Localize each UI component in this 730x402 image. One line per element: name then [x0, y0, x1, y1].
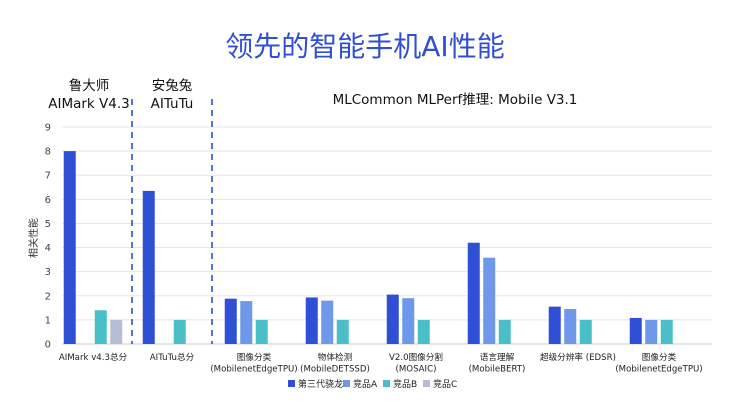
category-label: (MobilenetEdgeTPU)	[615, 365, 702, 375]
bar-1-5	[386, 294, 399, 344]
category-label: 图像分类	[237, 351, 272, 363]
group-header: 鲁大师	[69, 78, 110, 94]
category-label: 语言理解	[480, 351, 515, 363]
bar-3-4	[336, 319, 349, 344]
y-tick-label: 1	[45, 315, 51, 326]
y-tick-label: 7	[45, 171, 51, 182]
group-header: AITuTu	[151, 96, 194, 112]
category-labels: AIMark v4.3总分 AITuTu总分 图像分类 (MobilenetEdgeT…	[59, 351, 703, 375]
y-tick-label: 5	[45, 219, 51, 230]
bar-2-7	[564, 309, 577, 344]
bar-4-1	[110, 319, 123, 344]
bars	[63, 151, 673, 344]
group-dividers	[131, 99, 213, 344]
legend-swatch	[288, 380, 295, 387]
legend: 第三代骁龙8 竞品A 竞品B 竞品C	[288, 378, 457, 390]
bar-2-8	[645, 319, 658, 344]
bar-3-8	[660, 319, 673, 344]
bar-1-8	[629, 317, 642, 344]
legend-label: 第三代骁龙8	[298, 378, 349, 390]
legend-swatch	[423, 380, 430, 387]
category-label: (MobileBERT)	[469, 365, 526, 375]
gridlines	[62, 126, 712, 345]
y-tick-labels: 0 1 2 3 4 5 6 7 8 9	[45, 123, 51, 351]
y-tick-label: 3	[45, 267, 51, 278]
group-headers: 鲁大师 AIMark V4.3 安兔兔 AITuTu MLCommon MLPerf推理…	[48, 78, 577, 112]
legend-label: 竞品A	[353, 378, 378, 390]
y-tick-label: 6	[45, 195, 51, 206]
bar-3-5	[417, 319, 430, 344]
bar-2-6	[483, 257, 496, 344]
category-label: AITuTu总分	[150, 351, 195, 363]
bar-1-4	[305, 297, 318, 344]
chart-title: 领先的智能手机AI性能	[225, 30, 504, 63]
bar-2-5	[402, 298, 415, 344]
bar-3-2	[173, 319, 186, 344]
category-label: (MOSAIC)	[396, 365, 437, 375]
bar-1-3	[224, 298, 237, 344]
bar-3-3	[255, 319, 268, 344]
bar-2-3	[240, 301, 253, 344]
bar-1-7	[548, 306, 561, 344]
y-tick-label: 8	[45, 147, 51, 158]
legend-swatch	[343, 380, 350, 387]
bar-3-6	[498, 319, 511, 344]
category-label: 物体检测	[318, 351, 352, 363]
category-label: V2.0图像分割	[389, 351, 443, 363]
y-tick-label: 0	[45, 340, 51, 351]
category-label: (MobileDETSSD)	[300, 365, 370, 375]
bar-1-1	[63, 151, 76, 344]
category-label: 超级分辨率 (EDSR)	[540, 351, 616, 363]
bar-3-7	[579, 319, 592, 344]
y-tick-label: 4	[45, 243, 51, 254]
y-tick-label: 2	[45, 291, 51, 302]
group-header: 安兔兔	[152, 78, 193, 94]
category-label: 图像分类	[642, 351, 677, 363]
category-label: AIMark v4.3总分	[59, 351, 128, 363]
group-header: AIMark V4.3	[48, 96, 130, 112]
legend-swatch	[383, 380, 390, 387]
legend-label: 竞品B	[393, 378, 417, 390]
bar-1-2	[142, 190, 155, 344]
bar-1-6	[467, 242, 480, 344]
y-tick-label: 9	[45, 123, 51, 134]
bar-2-4	[321, 300, 334, 344]
y-axis-label: 相关性能	[27, 218, 40, 258]
bar-3-1	[94, 310, 107, 344]
group-header: MLCommon MLPerf推理: Mobile V3.1	[333, 92, 578, 108]
category-label: (MobilenetEdgeTPU)	[210, 365, 297, 375]
legend-label: 竞品C	[433, 378, 457, 390]
